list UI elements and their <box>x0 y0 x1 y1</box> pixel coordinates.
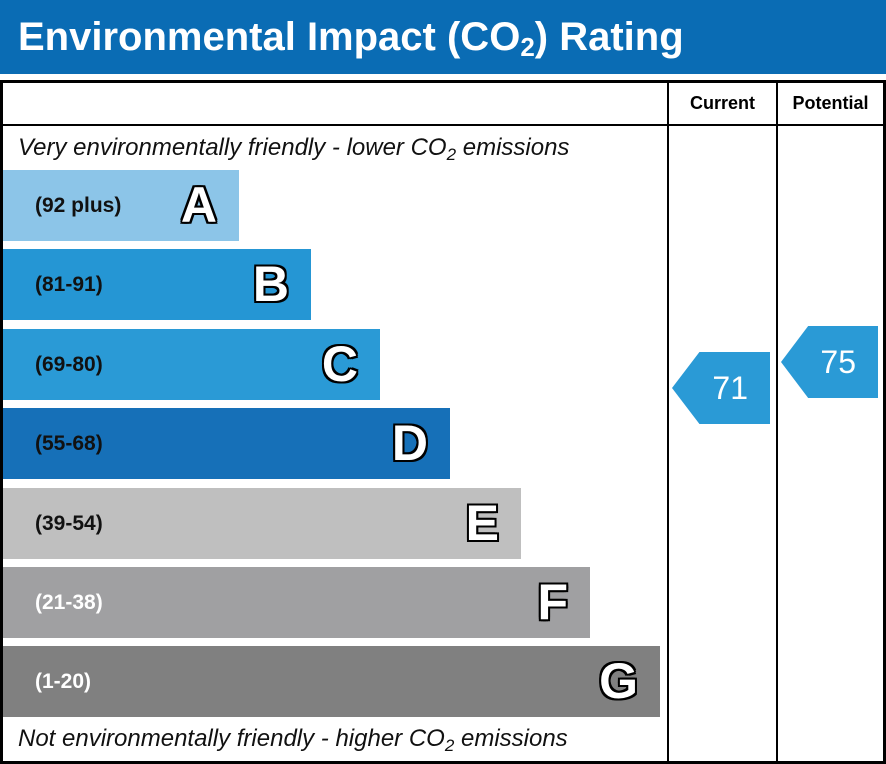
band-range-label: (69-80) <box>35 353 103 376</box>
table-border-top <box>0 80 886 83</box>
column-header-potential: Potential <box>792 93 869 113</box>
band-letter: F <box>537 574 568 630</box>
column-divider-potential <box>776 80 778 764</box>
band-bar-f: (21-38) F <box>3 567 590 638</box>
band-letter: A <box>180 177 217 233</box>
band-range-label: (1-20) <box>35 670 92 693</box>
band-range-label: (39-54) <box>35 512 103 535</box>
band-bar-d: (55-68) D <box>3 408 450 479</box>
column-divider-current <box>667 80 669 764</box>
potential-rating-value: 75 <box>820 344 856 380</box>
chart-title: Environmental Impact (CO2) Rating <box>0 0 886 74</box>
band-bar-g: (1-20) G <box>3 646 660 717</box>
band-bar-c: (69-80) C <box>3 329 380 400</box>
band-letter: B <box>252 256 289 312</box>
current-rating-value: 71 <box>712 370 748 406</box>
band-letter: E <box>465 495 499 551</box>
column-header-current: Current <box>689 93 755 113</box>
band-range-label: (81-91) <box>35 273 103 296</box>
band-bar-a: (92 plus) A <box>3 170 239 241</box>
table-border-left <box>0 80 3 764</box>
band-range-label: (21-38) <box>35 591 103 614</box>
header-row-divider <box>0 124 886 126</box>
caption-bottom: Not environmentally friendly - higher CO… <box>18 725 568 755</box>
caption-top: Very environmentally friendly - lower CO… <box>18 134 570 164</box>
band-range-label: (55-68) <box>35 432 103 455</box>
band-letter: G <box>599 653 638 709</box>
current-rating-arrow: 71 <box>672 352 770 424</box>
band-letter: D <box>391 415 428 471</box>
potential-rating-arrow: 75 <box>781 326 878 398</box>
table-border-bottom <box>0 761 886 764</box>
band-range-label: (92 plus) <box>35 194 122 217</box>
band-bar-b: (81-91) B <box>3 249 311 320</box>
table-border-right <box>883 80 886 764</box>
band-bar-e: (39-54) E <box>3 488 521 559</box>
band-letter: C <box>321 336 358 392</box>
